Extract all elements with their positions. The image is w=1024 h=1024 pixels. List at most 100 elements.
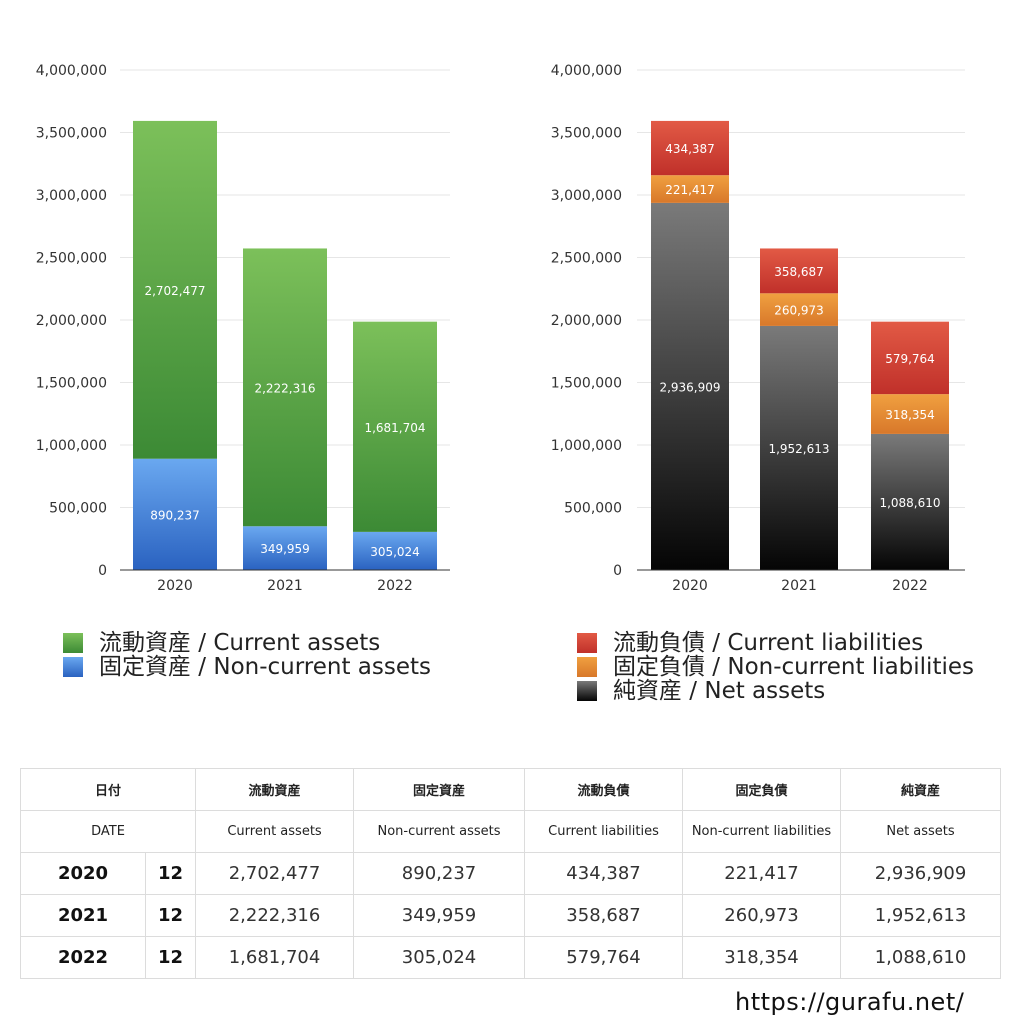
cell-non-current-assets: 305,024 [353, 936, 526, 979]
data-label: 1,681,704 [364, 421, 425, 435]
legend-swatch [63, 657, 83, 677]
site-url[interactable]: https://gurafu.net/ [735, 988, 965, 1016]
cell-current-liabilities: 579,764 [524, 936, 684, 979]
legend-item-current-assets: 流動資産 / Current assets [63, 631, 431, 655]
legend-swatch [577, 657, 597, 677]
cell-current-assets: 2,222,316 [195, 894, 355, 937]
y-tick-label: 1,000,000 [36, 438, 107, 454]
cell-current-assets: 2,702,477 [195, 852, 355, 895]
cell-non-current-assets: 890,237 [353, 852, 526, 895]
data-label: 305,024 [370, 545, 420, 559]
data-label: 260,973 [774, 304, 824, 318]
x-tick-label: 2020 [157, 578, 193, 594]
header-net-assets-jp: 純資産 [840, 768, 1002, 811]
table-header-row: 日付 流動資産 固定資産 流動負債 固定負債 純資産 [19, 768, 1002, 811]
y-tick-label: 500,000 [564, 501, 622, 517]
cell-non-current-liabilities: 221,417 [682, 852, 842, 895]
header-current-assets-jp: 流動資産 [195, 768, 355, 811]
bar-segment [760, 248, 838, 294]
bar-segment [871, 394, 949, 434]
data-label: 1,088,610 [879, 496, 940, 510]
header-net-assets-en: Net assets [840, 810, 1002, 853]
bar-segment [760, 293, 838, 326]
row-year: 2021 [20, 894, 146, 937]
legend-item-non-current-liabilities: 固定負債 / Non-current liabilities [577, 655, 974, 679]
cell-non-current-assets: 349,959 [353, 894, 526, 937]
y-tick-label: 3,000,000 [36, 188, 107, 204]
legend-liabilities: 流動負債 / Current liabilities 固定負債 / Non-cu… [577, 631, 974, 703]
data-label: 318,354 [885, 408, 935, 422]
bar-segment [243, 248, 327, 527]
cell-net-assets: 1,088,610 [840, 936, 1002, 979]
legend-item-non-current-assets: 固定資産 / Non-current assets [63, 655, 431, 679]
legend-label: 純資産 / Net assets [613, 678, 826, 704]
row-year: 2020 [20, 852, 146, 895]
balance-sheet-table: 日付 流動資産 固定資産 流動負債 固定負債 純資産 DATE Current … [19, 768, 1002, 979]
legend-item-net-assets: 純資産 / Net assets [577, 679, 974, 703]
assets-chart: 0 500,000 1,000,000 1,500,000 2,000,000 2,500… [36, 63, 450, 594]
bar-segment [871, 433, 949, 570]
y-tick-label: 2,500,000 [551, 251, 622, 267]
y-tick-label: 3,500,000 [36, 126, 107, 142]
legend-swatch [577, 633, 597, 653]
header-non-current-assets-en: Non-current assets [353, 810, 526, 853]
cell-net-assets: 2,936,909 [840, 852, 1002, 895]
table-row: 2020 12 2,702,477 890,237 434,387 221,41… [20, 852, 1002, 895]
y-tick-label: 0 [613, 563, 622, 579]
y-tick-label: 4,000,000 [36, 63, 107, 79]
x-tick-label: 2021 [781, 578, 817, 594]
cell-current-liabilities: 434,387 [524, 852, 684, 895]
row-month: 12 [144, 894, 197, 937]
row-month: 12 [144, 852, 197, 895]
data-label: 890,237 [150, 508, 200, 522]
bar-segment [651, 120, 729, 176]
y-tick-label: 2,500,000 [36, 251, 107, 267]
header-current-liabilities-jp: 流動負債 [524, 768, 684, 811]
y-tick-label: 0 [98, 563, 107, 579]
x-tick-label: 2022 [892, 578, 928, 594]
header-non-current-assets-jp: 固定資産 [353, 768, 526, 811]
table-row: 2022 12 1,681,704 305,024 579,764 318,35… [20, 936, 1002, 979]
x-tick-label: 2021 [267, 578, 303, 594]
data-label: 434,387 [665, 142, 715, 156]
x-tick-label: 2022 [377, 578, 413, 594]
y-tick-label: 1,500,000 [551, 376, 622, 392]
row-year: 2022 [20, 936, 146, 979]
bar-segment [760, 325, 838, 570]
header-current-liabilities-en: Current liabilities [524, 810, 684, 853]
x-tick-label: 2020 [672, 578, 708, 594]
y-tick-label: 4,000,000 [551, 63, 622, 79]
table-row: 2021 12 2,222,316 349,959 358,687 260,97… [20, 894, 1002, 937]
data-label: 221,417 [665, 183, 715, 197]
data-label: 349,959 [260, 542, 310, 556]
cell-non-current-liabilities: 260,973 [682, 894, 842, 937]
data-label: 2,222,316 [254, 381, 315, 395]
bar-segment [353, 531, 437, 570]
data-label: 1,952,613 [768, 442, 829, 456]
liabilities-chart: 0 500,000 1,000,000 1,500,000 2,000,000 2,500… [551, 63, 965, 594]
y-tick-label: 2,000,000 [551, 313, 622, 329]
data-label: 2,702,477 [144, 284, 205, 298]
cell-net-assets: 1,952,613 [840, 894, 1002, 937]
legend-label: 固定資産 / Non-current assets [99, 654, 432, 680]
bar-segment [871, 321, 949, 395]
legend-swatch [577, 681, 597, 701]
legend-item-current-liabilities: 流動負債 / Current liabilities [577, 631, 974, 655]
data-label: 358,687 [774, 265, 824, 279]
row-month: 12 [144, 936, 197, 979]
header-non-current-liabilities-jp: 固定負債 [682, 768, 842, 811]
bar-segment [243, 526, 327, 570]
cell-non-current-liabilities: 318,354 [682, 936, 842, 979]
header-current-assets-en: Current assets [195, 810, 355, 853]
header-date-jp: 日付 [19, 768, 197, 811]
legend-swatch [63, 633, 83, 653]
legend-label: 流動資産 / Current assets [99, 630, 381, 656]
table-header-row: DATE Current assets Non-current assets C… [19, 810, 1002, 853]
y-tick-label: 3,000,000 [551, 188, 622, 204]
bar-segment [353, 321, 437, 532]
bar-segment [651, 202, 729, 571]
header-date-en: DATE [19, 810, 197, 853]
legend-label: 固定負債 / Non-current liabilities [613, 654, 974, 680]
y-tick-label: 1,000,000 [551, 438, 622, 454]
y-tick-label: 1,500,000 [36, 376, 107, 392]
